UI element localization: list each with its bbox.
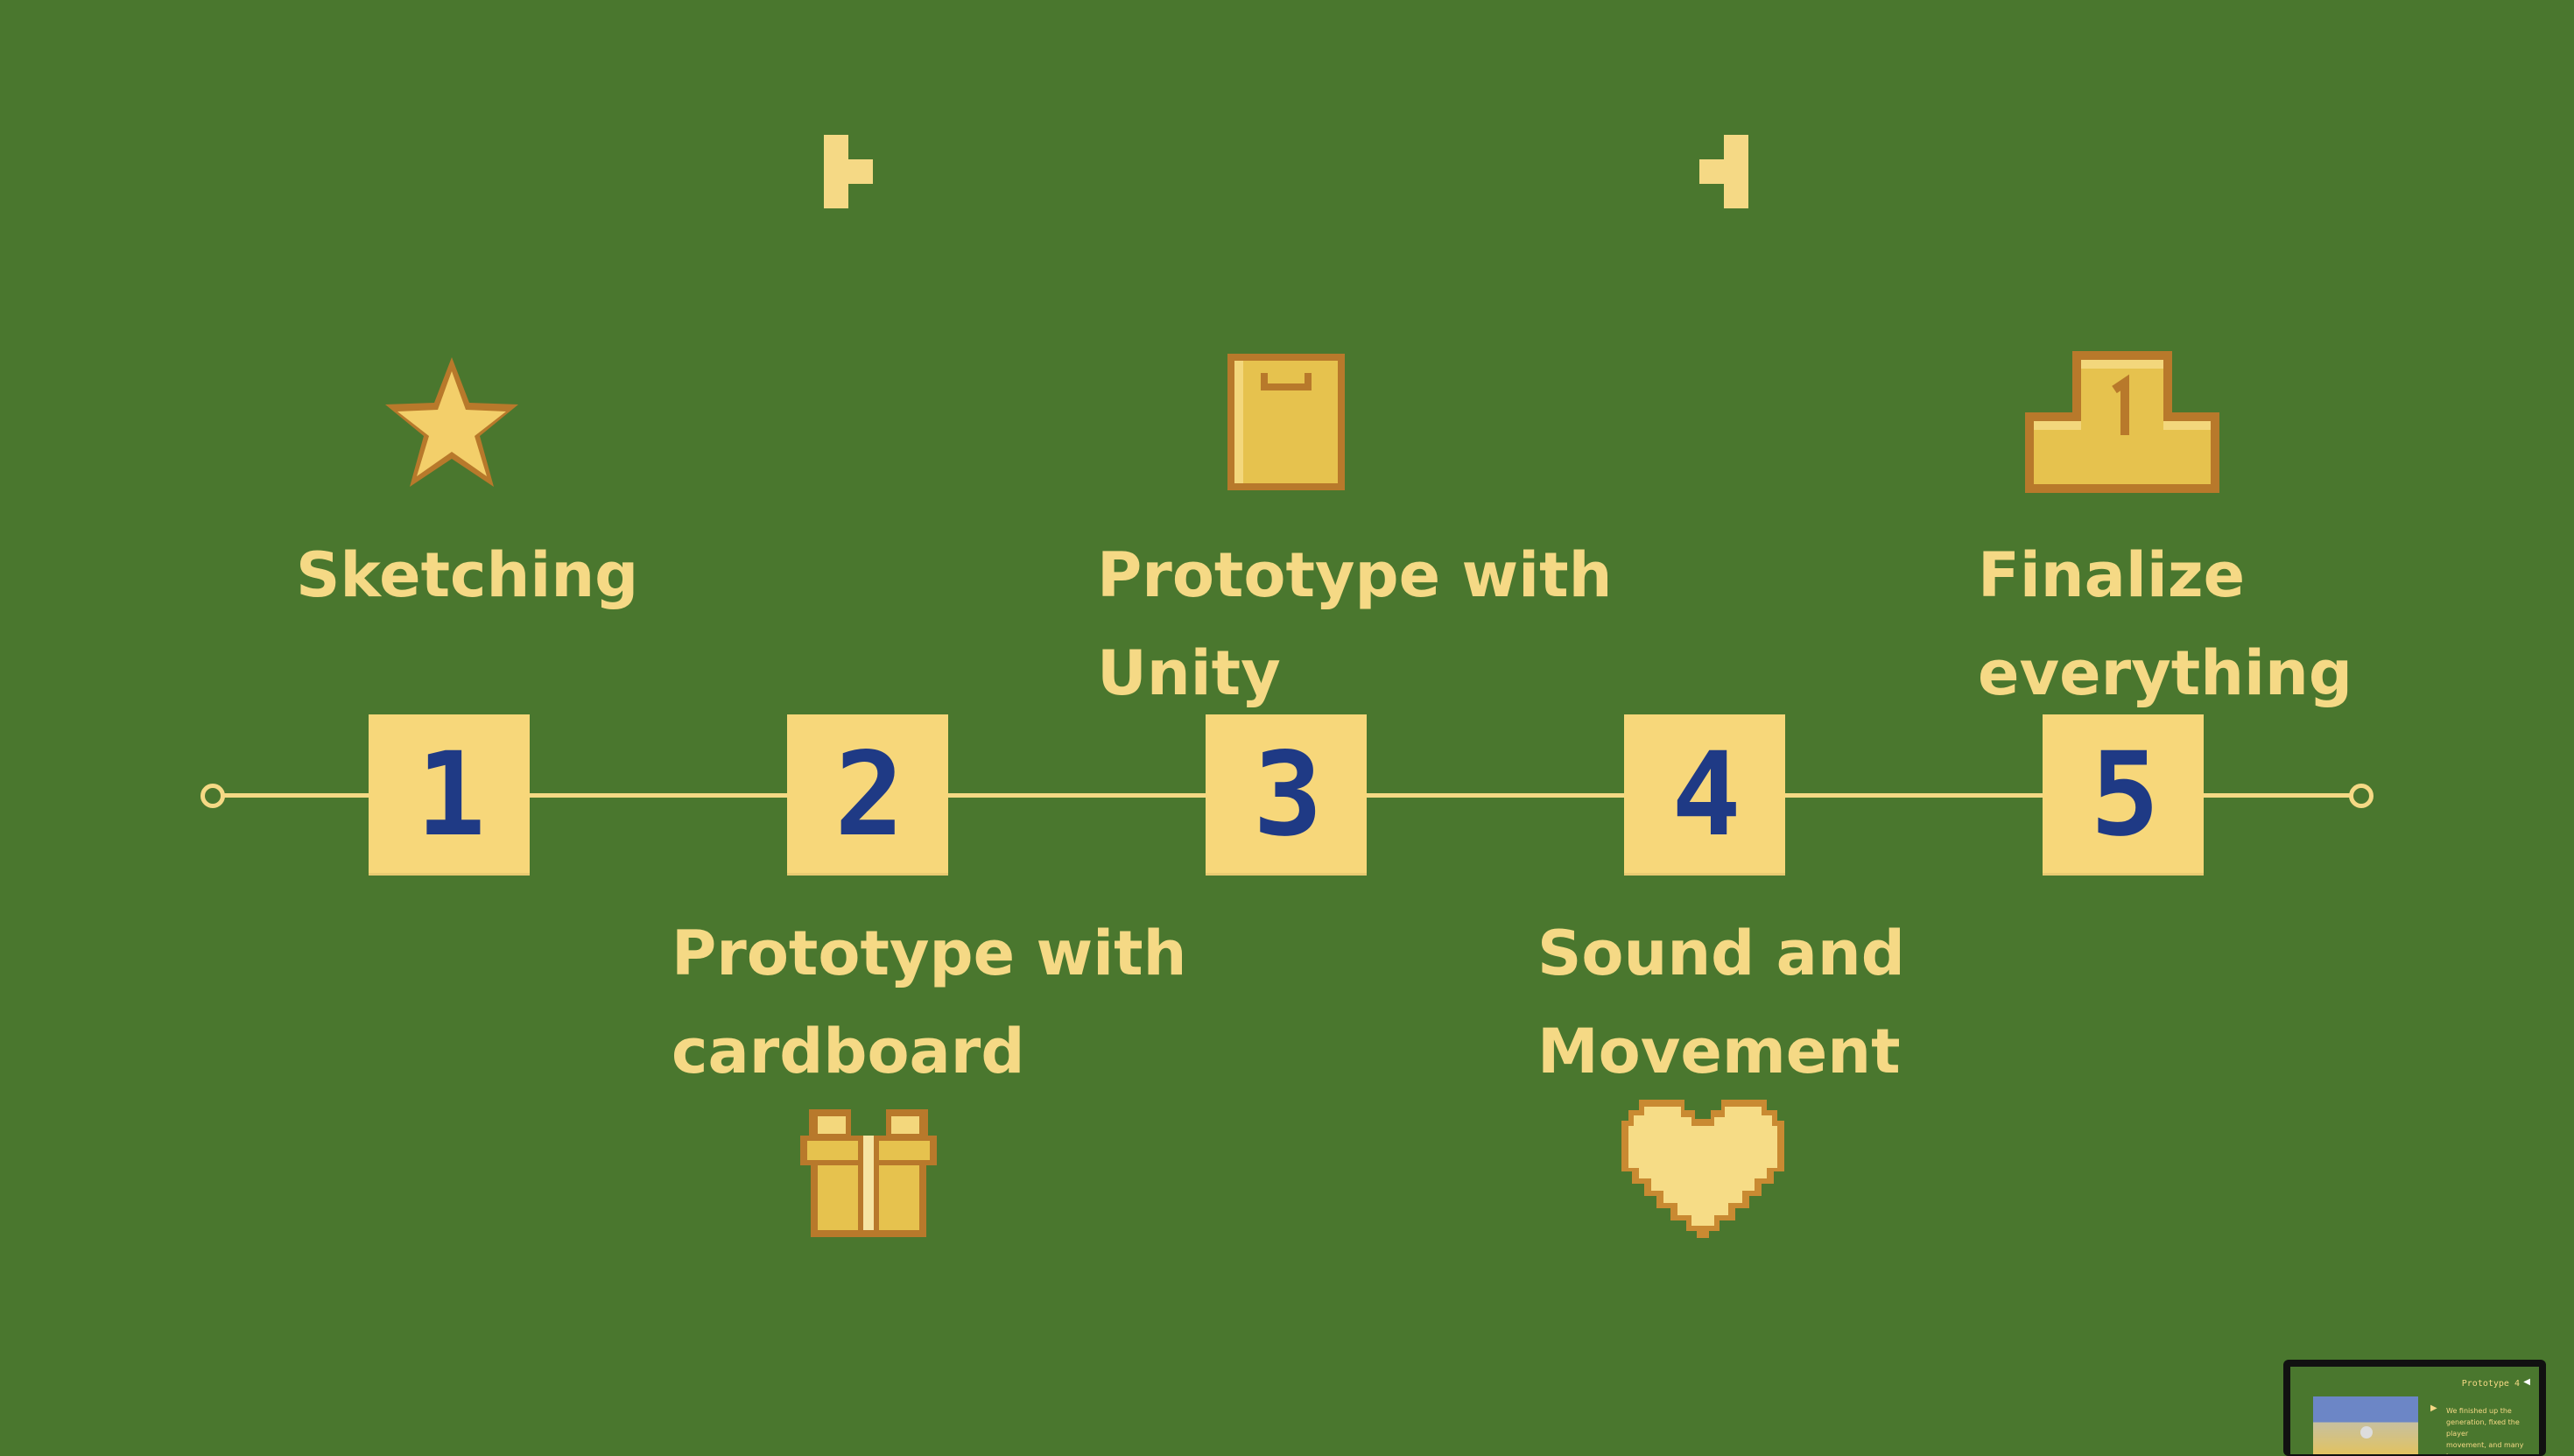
step-2-number-box: 2 <box>787 714 948 876</box>
step-1-label: Sketching <box>296 526 638 624</box>
thumbnail-ball <box>2360 1426 2373 1438</box>
left-bracket-icon <box>824 135 873 208</box>
thumbnail-bullet-icon: ▶ <box>2430 1403 2437 1413</box>
step-1-number-box: 1 <box>369 714 530 876</box>
step-1-number: 1 <box>416 728 486 862</box>
star-icon <box>385 357 518 487</box>
podium-icon <box>2025 351 2219 493</box>
shopping-bag-icon <box>1227 354 1345 490</box>
step-1-label-line1: Sketching <box>296 539 639 611</box>
step-3-number: 3 <box>1253 728 1323 862</box>
step-3-label-line2: Unity <box>1097 637 1281 709</box>
step-3-label: Prototype with Unity <box>1097 526 1612 722</box>
step-5-label-line2: everything <box>1978 637 2352 709</box>
gift-icon <box>800 1109 937 1237</box>
step-4-number-box: 4 <box>1624 714 1785 876</box>
timeline-end-dot <box>2349 784 2374 808</box>
step-5-label-line1: Finalize <box>1978 539 2246 611</box>
step-4-label: Sound and Movement <box>1537 904 1905 1101</box>
step-4-number: 4 <box>1671 728 1741 862</box>
right-bracket-icon <box>1699 135 1748 208</box>
step-2-label-line1: Prototype with <box>672 918 1187 989</box>
step-4-label-line1: Sound and <box>1537 918 1905 989</box>
timeline-start-dot <box>200 784 225 808</box>
step-2-label: Prototype with cardboard <box>672 904 1186 1101</box>
thumbnail-title: Prototype 4 <box>2461 1379 2520 1389</box>
step-3-label-line1: Prototype with <box>1097 539 1613 611</box>
step-2-label-line2: cardboard <box>672 1016 1025 1087</box>
step-4-label-line2: Movement <box>1537 1016 1901 1087</box>
step-5-number: 5 <box>2090 728 2160 862</box>
step-5-label: Finalize everything <box>1978 526 2352 722</box>
thumbnail-preview: Prototype 4 ◀ ▶ We finished up the gener… <box>2290 1367 2539 1454</box>
step-5-number-box: 5 <box>2043 714 2204 876</box>
step-2-number: 2 <box>834 728 904 862</box>
step-3-number-box: 3 <box>1206 714 1367 876</box>
slide-thumbnail[interactable]: Prototype 4 ◀ ▶ We finished up the gener… <box>2283 1360 2546 1456</box>
thumbnail-text: We finished up the generation, fixed the… <box>2446 1407 2524 1454</box>
heart-icon <box>1621 1100 1784 1238</box>
thumbnail-image <box>2313 1396 2418 1454</box>
thumbnail-play-icon: ◀ <box>2523 1377 2530 1387</box>
